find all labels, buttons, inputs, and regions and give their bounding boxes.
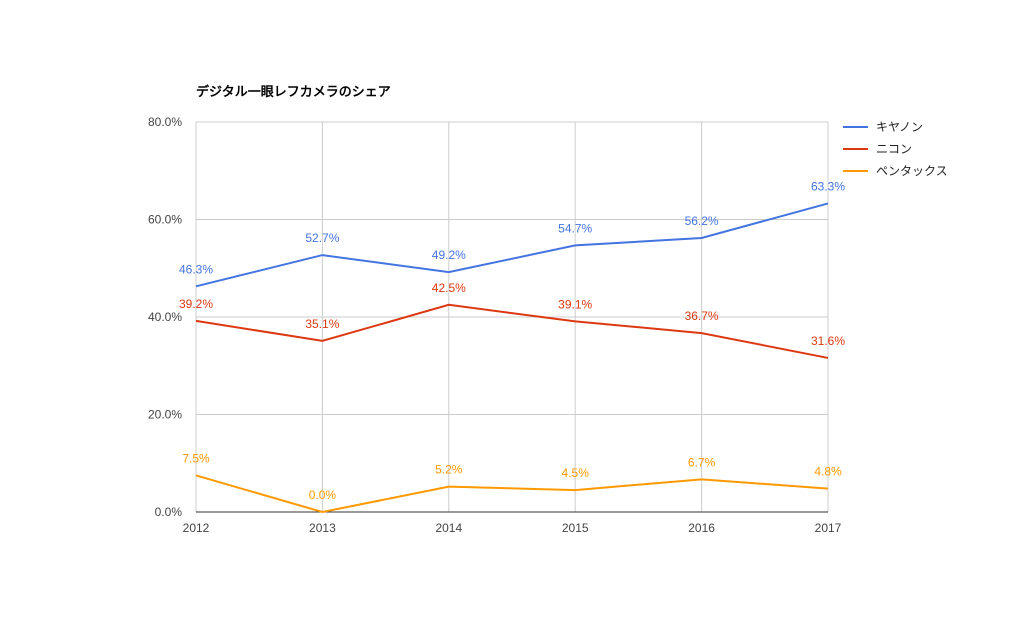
- data-label: 39.1%: [558, 297, 592, 311]
- legend-item: キヤノン: [843, 120, 923, 134]
- legend-label: ニコン: [876, 142, 912, 156]
- y-tick-label: 40.0%: [148, 310, 182, 324]
- data-label: 46.3%: [179, 262, 213, 276]
- series-line: [195, 474, 829, 514]
- x-tick-label: 2014: [435, 521, 462, 535]
- data-label: 56.2%: [685, 214, 719, 228]
- y-axis: 0.0% 20.0% 40.0% 60.0% 80.0%: [148, 115, 182, 519]
- data-label: 63.3%: [811, 179, 845, 193]
- x-tick-label: 2016: [688, 521, 715, 535]
- series-1: 39.2% 35.1% 42.5% 39.1% 36.7% 31.6%: [179, 281, 845, 359]
- y-tick-label: 80.0%: [148, 115, 182, 129]
- x-tick-label: 2013: [309, 521, 336, 535]
- data-label: 39.2%: [179, 297, 213, 311]
- data-label: 31.6%: [811, 334, 845, 348]
- data-label: 54.7%: [558, 221, 592, 235]
- x-tick-label: 2012: [183, 521, 210, 535]
- data-label: 0.0%: [309, 488, 337, 502]
- chart-title: デジタル一眼レフカメラのシェア: [196, 84, 391, 100]
- data-label: 6.7%: [688, 455, 716, 469]
- series-line: [195, 303, 829, 359]
- data-label: 7.5%: [182, 451, 210, 465]
- data-label: 5.2%: [435, 463, 463, 477]
- legend-item: ペンタックス: [843, 164, 948, 178]
- series-0: 46.3% 52.7% 49.2% 54.7% 56.2% 63.3%: [179, 179, 845, 288]
- legend-label: キヤノン: [876, 120, 923, 134]
- data-label: 36.7%: [685, 309, 719, 323]
- y-tick-label: 20.0%: [148, 408, 182, 422]
- data-label: 4.8%: [814, 465, 842, 479]
- series-2: 7.5% 0.0% 5.2% 4.5% 6.7% 4.8%: [182, 451, 842, 514]
- y-tick-label: 0.0%: [155, 505, 183, 519]
- series-group: 46.3% 52.7% 49.2% 54.7% 56.2% 63.3% 39.2% 35.1%…: [179, 179, 845, 514]
- x-axis: 2012 2013 2014 2015 2016 2017: [183, 511, 842, 535]
- x-tick-label: 2015: [562, 521, 589, 535]
- data-label: 49.2%: [432, 248, 466, 262]
- data-label: 42.5%: [432, 281, 466, 295]
- legend-label: ペンタックス: [876, 164, 948, 178]
- y-tick-label: 60.0%: [148, 213, 182, 227]
- grid: [195, 121, 829, 512]
- data-label: 52.7%: [305, 231, 339, 245]
- data-label: 35.1%: [305, 317, 339, 331]
- x-tick-label: 2017: [815, 521, 842, 535]
- series-line: [195, 202, 829, 288]
- data-label: 4.5%: [562, 466, 590, 480]
- legend-item: ニコン: [843, 142, 912, 156]
